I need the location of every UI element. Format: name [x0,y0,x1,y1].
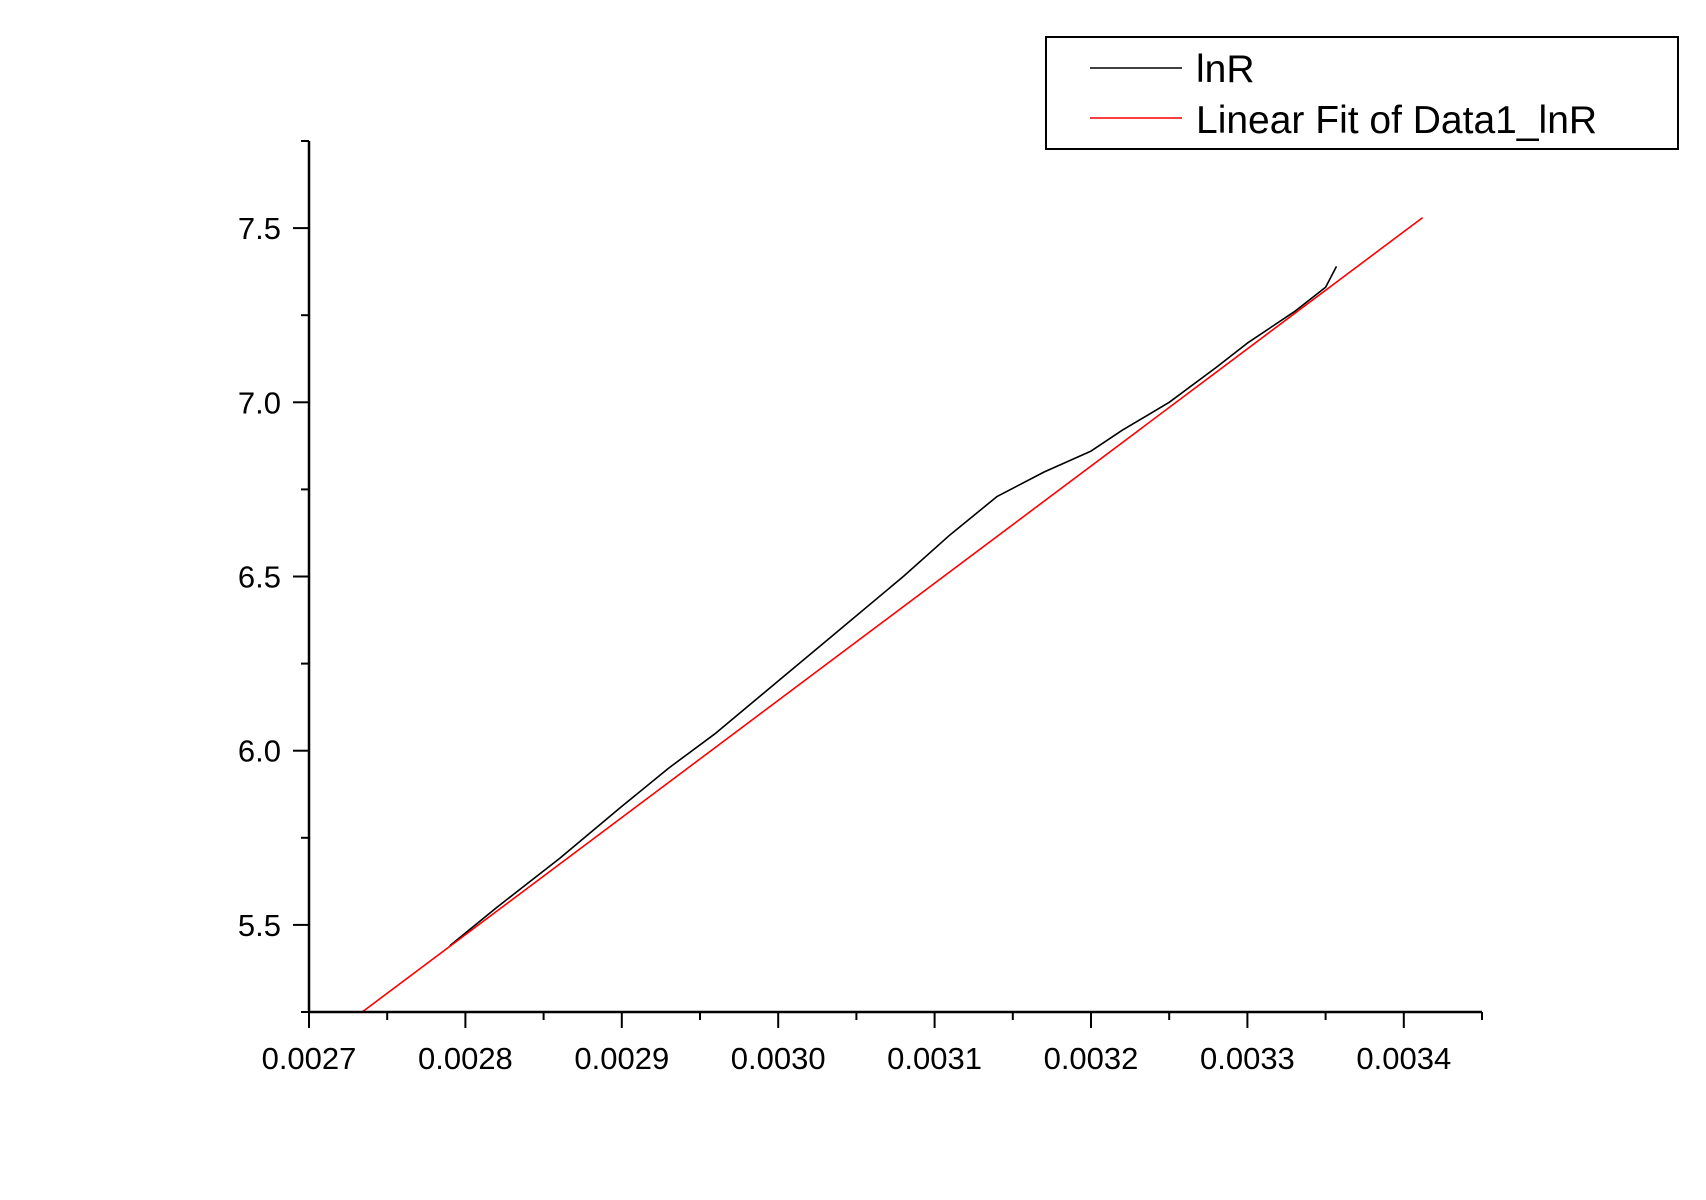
legend-box [1045,36,1679,150]
y-tick-label: 6.0 [238,734,281,769]
legend: lnR Linear Fit of Data1_lnR [1045,36,1679,150]
y-tick-label: 6.5 [238,560,281,595]
x-axis-ticks: 0.0027 0.0028 0.0029 0.0030 0.0031 0.0032 0.00… [262,1012,1483,1076]
y-tick-label: 7.5 [238,211,281,246]
x-tick-label: 0.0029 [574,1041,669,1076]
x-tick-label: 0.0033 [1200,1041,1295,1076]
legend-label-lnr: lnR [1196,48,1255,91]
plot-area: 5.5 6.0 6.5 7.0 7.5 0.0027 0.0028 0.0029 0.0030… [238,140,1483,1076]
y-tick-label: 7.0 [238,385,281,420]
x-tick-label: 0.0032 [1044,1041,1139,1076]
x-tick-label: 0.0028 [418,1041,513,1076]
y-axis-ticks: 5.5 6.0 6.5 7.0 7.5 [238,140,309,1013]
series-line-linear-fit [361,216,1424,1013]
legend-label-linear-fit: Linear Fit of Data1_lnR [1196,99,1597,142]
y-tick-label: 5.5 [238,908,281,943]
x-tick-label: 0.0027 [262,1041,357,1076]
x-tick-label: 0.0031 [887,1041,982,1076]
x-tick-label: 0.0034 [1356,1041,1451,1076]
series-line-lnr [449,266,1338,947]
series-layer [361,216,1424,1013]
x-tick-label: 0.0030 [731,1041,826,1076]
